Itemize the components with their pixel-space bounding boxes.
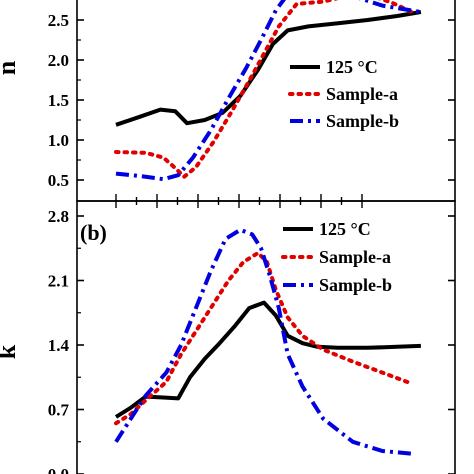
series-line-sample-a [114, 250, 414, 426]
legend-label: 125 °C [319, 219, 371, 239]
series-line-sample-a [114, 0, 414, 179]
y-tick-label: 2.0 [48, 51, 69, 70]
legend: 125 °C Sample-a Sample-b [288, 57, 399, 131]
series-line-sample-b [114, 227, 413, 456]
y-tick-label: 2.5 [48, 11, 69, 30]
legend-label: Sample-b [326, 111, 399, 131]
plot-frame [76, 200, 456, 474]
panel-n: 0.5 1.0 1.5 2.0 2.5 n 125 °C Sample-a Sample-b [0, 0, 456, 202]
series-line-sample-b [115, 0, 422, 182]
y-tick-label: 1.0 [48, 131, 69, 150]
series-line-125-c [115, 10, 422, 127]
series-group [114, 227, 421, 456]
y-tick-label: 1.5 [48, 91, 69, 110]
legend-label: Sample-a [319, 247, 391, 267]
y-tick-label: 1.4 [48, 336, 70, 355]
y-tick-label: 0.7 [48, 401, 70, 420]
legend-label: 125 °C [326, 57, 378, 77]
panel-k: 0.0 0.7 1.4 2.1 2.8 k (b) 125 °C Sample-a Sample-… [0, 200, 456, 474]
y-axis-title: n [0, 60, 21, 75]
y-tick-label: 0.0 [48, 465, 69, 474]
series-group [114, 0, 422, 182]
y-axis-title: k [0, 344, 21, 359]
y-tick-label: 2.1 [48, 272, 69, 291]
legend-label: Sample-b [319, 275, 392, 295]
legend-label: Sample-a [326, 84, 398, 104]
series-line-125-c [114, 300, 421, 419]
legend: 125 °C Sample-a Sample-b [281, 219, 392, 295]
panel-label: (b) [80, 220, 107, 245]
y-tick-label: 0.5 [48, 171, 69, 190]
y-tick-label: 2.8 [48, 207, 69, 226]
